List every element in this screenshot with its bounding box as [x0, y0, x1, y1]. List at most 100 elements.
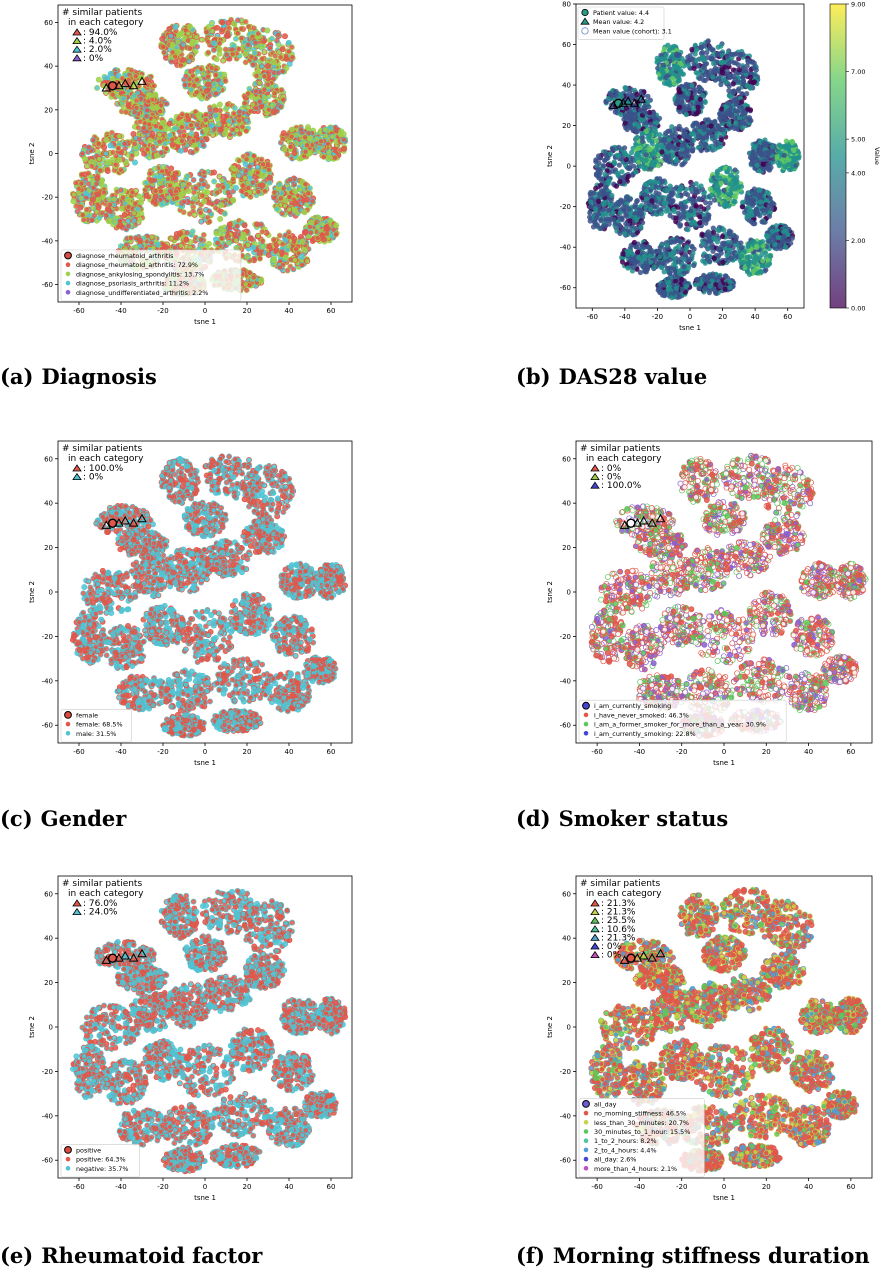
data-point: [332, 154, 339, 161]
caption-a: (a) Diagnosis: [0, 364, 157, 389]
legend-label: diagnose_ankylosing_spondylitis: 13.7%: [76, 270, 204, 278]
data-point: [255, 30, 262, 37]
data-point: [148, 234, 155, 241]
data-point: [134, 206, 141, 213]
data-point: [683, 111, 689, 118]
data-point: [208, 64, 215, 71]
data-point: [726, 93, 732, 99]
data-point: [133, 150, 140, 157]
data-point: [301, 209, 308, 216]
data-point: [265, 106, 272, 113]
data-point: [279, 210, 286, 217]
data-point: [229, 126, 235, 133]
legend-marker: [65, 289, 71, 295]
data-point: [178, 147, 184, 154]
data-point: [186, 210, 193, 217]
data-point: [261, 49, 268, 56]
data-point: [172, 53, 179, 60]
data-point: [647, 147, 653, 153]
data-point: [107, 142, 114, 149]
data-point: [133, 244, 140, 251]
data-point: [158, 201, 165, 208]
data-point: [666, 80, 672, 86]
data-point: [246, 163, 253, 170]
data-point: [226, 221, 233, 228]
data-point: [105, 206, 112, 213]
data-point: [282, 33, 288, 40]
data-point: [229, 51, 236, 58]
panel-b: -60 -40 -20 0 20 40 60 80 60 40 20 0 -20 -40 -60 tsne 1…: [520, 0, 880, 331]
data-point: [283, 55, 290, 62]
data-point: [169, 49, 176, 56]
data-point: [280, 96, 287, 103]
data-point: [256, 98, 263, 105]
data-point: [633, 135, 640, 141]
data-point: [205, 24, 212, 30]
data-point: [81, 171, 88, 178]
data-point: [225, 32, 232, 39]
data-point: [202, 111, 209, 118]
data-point: [247, 193, 254, 200]
data-point: [156, 138, 163, 145]
data-point: [242, 18, 249, 25]
data-point: [158, 149, 165, 156]
data-point: [596, 175, 602, 181]
data-point: [117, 166, 124, 173]
data-point: [298, 253, 305, 260]
data-point: [121, 211, 128, 218]
data-point: [288, 44, 295, 51]
data-point: [95, 140, 102, 147]
data-point: [254, 221, 261, 228]
data-point: [230, 197, 237, 204]
data-point: [159, 168, 166, 175]
data-point: [341, 136, 347, 143]
data-point: [701, 43, 707, 49]
data-point: [634, 91, 640, 98]
data-point: [616, 162, 622, 168]
data-point: [103, 150, 110, 157]
data-point: [696, 88, 703, 95]
data-point: [75, 185, 82, 192]
data-point: [314, 235, 321, 242]
data-point: [245, 23, 252, 30]
data-point: [744, 83, 750, 89]
data-point: [242, 51, 249, 57]
data-point: [626, 115, 632, 121]
data-point: [89, 217, 95, 224]
data-point: [239, 123, 246, 130]
data-point: [159, 35, 166, 42]
data-point: [645, 99, 651, 105]
data-point: [293, 140, 300, 147]
data-point: [160, 43, 167, 50]
data-point: [240, 234, 247, 241]
data-point: [316, 145, 323, 151]
data-point: [704, 69, 710, 75]
data-point: [136, 136, 143, 143]
data-point: [156, 131, 163, 138]
data-point: [94, 175, 101, 182]
data-point: [167, 33, 174, 40]
data-point: [264, 81, 271, 88]
data-point: [248, 53, 255, 60]
legend-label: diagnose_rheumatoid_arthritis: [76, 252, 174, 260]
data-point: [186, 58, 192, 65]
data-point: [264, 27, 271, 34]
data-point: [157, 173, 164, 180]
data-point: [79, 212, 86, 218]
data-point: [278, 190, 285, 197]
data-point: [214, 239, 221, 246]
data-point: [190, 177, 197, 183]
data-point: [189, 149, 196, 156]
data-point: [710, 56, 716, 62]
legend-marker: [65, 271, 71, 277]
data-point: [222, 126, 229, 133]
data-point: [272, 53, 279, 59]
data-point: [673, 158, 679, 164]
data-point: [637, 107, 643, 113]
data-point: [144, 146, 151, 153]
data-point: [78, 180, 85, 187]
data-point: [219, 19, 226, 26]
data-point: [736, 86, 742, 92]
data-point: [180, 41, 187, 48]
data-point: [715, 51, 721, 58]
